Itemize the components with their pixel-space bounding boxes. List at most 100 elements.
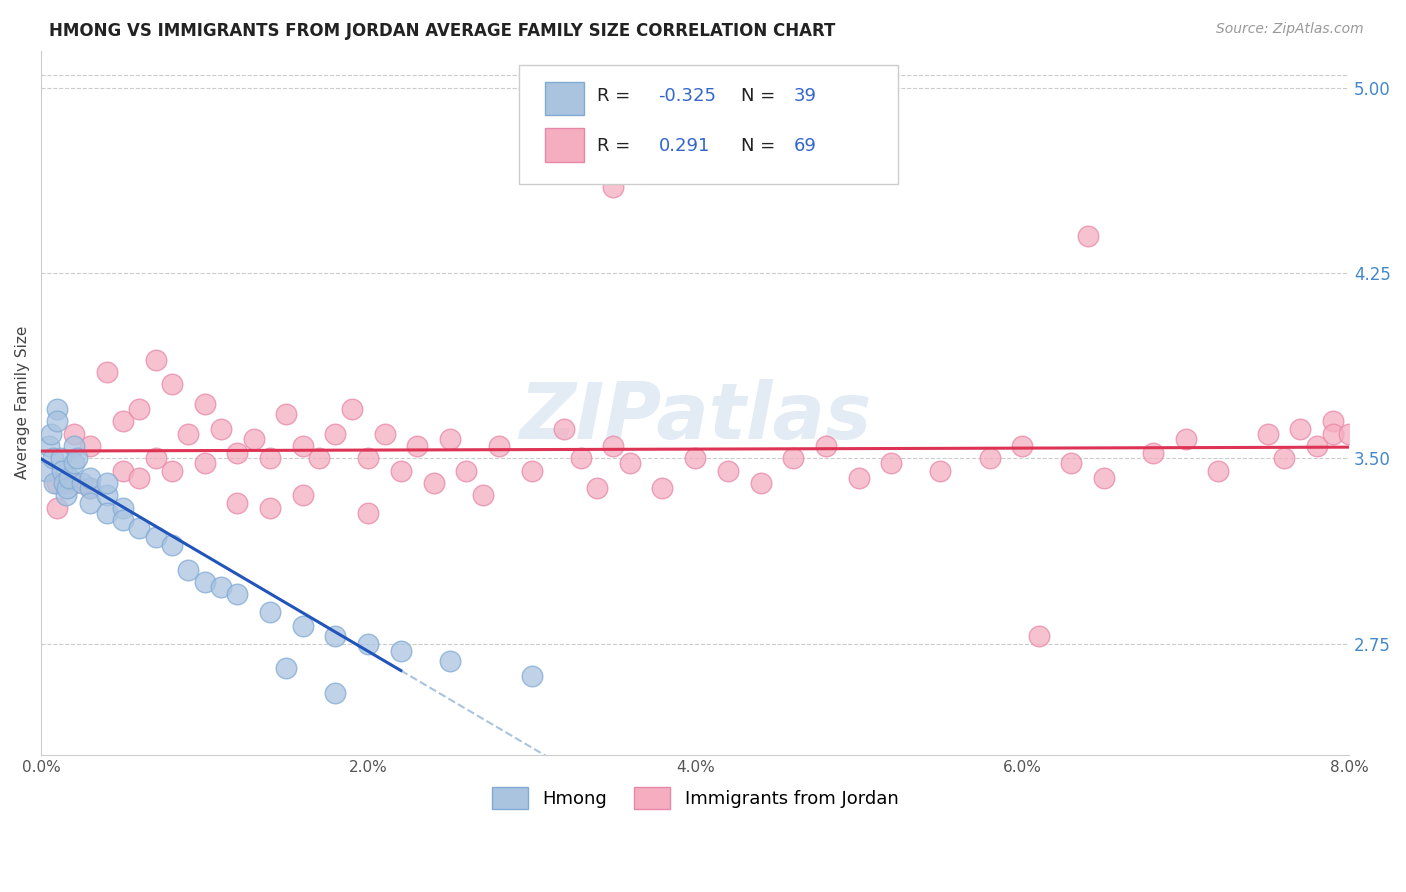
Point <box>70 476 93 491</box>
Point <box>553 422 575 436</box>
Point <box>79 481 101 495</box>
Point <box>96 488 118 502</box>
Text: HMONG VS IMMIGRANTS FROM JORDAN AVERAGE FAMILY SIZE CORRELATION CHART: HMONG VS IMMIGRANTS FROM JORDAN AVERAGE … <box>49 22 835 40</box>
Point <box>160 538 183 552</box>
Point <box>471 488 494 502</box>
Point <box>586 481 609 495</box>
Point <box>569 451 592 466</box>
Point <box>291 619 314 633</box>
Point <box>209 580 232 594</box>
Point <box>439 654 461 668</box>
Point <box>373 426 395 441</box>
Point <box>226 446 249 460</box>
Point <box>145 451 167 466</box>
Point <box>422 476 444 491</box>
Point <box>717 464 740 478</box>
Point <box>325 686 347 700</box>
Point <box>128 471 150 485</box>
Point <box>96 506 118 520</box>
Point <box>1322 414 1344 428</box>
Point <box>1077 229 1099 244</box>
Point <box>35 464 58 478</box>
Point <box>53 476 76 491</box>
Point <box>46 414 69 428</box>
Point <box>79 496 101 510</box>
Point <box>357 451 380 466</box>
Point <box>848 471 870 485</box>
Point <box>96 476 118 491</box>
Point <box>979 451 1001 466</box>
Point <box>1174 432 1197 446</box>
Point <box>749 476 772 491</box>
Point <box>58 471 80 485</box>
Point <box>520 464 543 478</box>
Point <box>160 464 183 478</box>
Point <box>62 476 84 491</box>
Point <box>276 407 298 421</box>
Point <box>259 500 281 515</box>
Point <box>46 500 69 515</box>
Y-axis label: Average Family Size: Average Family Size <box>15 326 30 480</box>
Point <box>259 605 281 619</box>
Point <box>38 439 60 453</box>
Point <box>1028 629 1050 643</box>
Point <box>406 439 429 453</box>
Point <box>128 520 150 534</box>
Text: 39: 39 <box>793 87 817 105</box>
Point <box>46 476 69 491</box>
Point <box>325 629 347 643</box>
Point <box>619 456 641 470</box>
Text: 69: 69 <box>793 136 815 154</box>
Point <box>1092 471 1115 485</box>
Point <box>177 563 200 577</box>
Point <box>226 587 249 601</box>
Point <box>357 506 380 520</box>
Text: N =: N = <box>741 87 780 105</box>
Text: Source: ZipAtlas.com: Source: ZipAtlas.com <box>1216 22 1364 37</box>
Point <box>111 414 134 428</box>
Point <box>782 451 804 466</box>
Point <box>602 179 624 194</box>
Point <box>1256 426 1278 441</box>
Point <box>62 439 84 453</box>
Point <box>1322 426 1344 441</box>
Point <box>79 471 101 485</box>
Point <box>177 426 200 441</box>
Point <box>389 644 412 658</box>
Point <box>111 500 134 515</box>
Point <box>62 426 84 441</box>
Point <box>456 464 478 478</box>
Point <box>291 439 314 453</box>
Point <box>226 496 249 510</box>
Point <box>242 432 264 446</box>
Text: N =: N = <box>741 136 780 154</box>
Point <box>49 451 72 466</box>
Text: -0.325: -0.325 <box>658 87 717 105</box>
Point <box>44 476 66 491</box>
Point <box>55 488 77 502</box>
Text: 0.291: 0.291 <box>658 136 710 154</box>
Text: R =: R = <box>598 87 636 105</box>
Point <box>56 481 79 495</box>
Point <box>96 365 118 379</box>
Point <box>160 377 183 392</box>
Text: R =: R = <box>598 136 636 154</box>
FancyBboxPatch shape <box>544 128 583 162</box>
Point <box>325 426 347 441</box>
Point <box>39 426 62 441</box>
Point <box>111 464 134 478</box>
Point <box>276 661 298 675</box>
FancyBboxPatch shape <box>519 65 898 185</box>
Text: ZIPatlas: ZIPatlas <box>519 379 872 455</box>
Point <box>1142 446 1164 460</box>
Point <box>145 352 167 367</box>
Point <box>1272 451 1295 466</box>
Point <box>194 397 217 411</box>
Point <box>389 464 412 478</box>
Point <box>79 439 101 453</box>
FancyBboxPatch shape <box>544 82 583 115</box>
Point <box>814 439 837 453</box>
Point <box>1339 426 1361 441</box>
Point <box>111 513 134 527</box>
Point <box>194 456 217 470</box>
